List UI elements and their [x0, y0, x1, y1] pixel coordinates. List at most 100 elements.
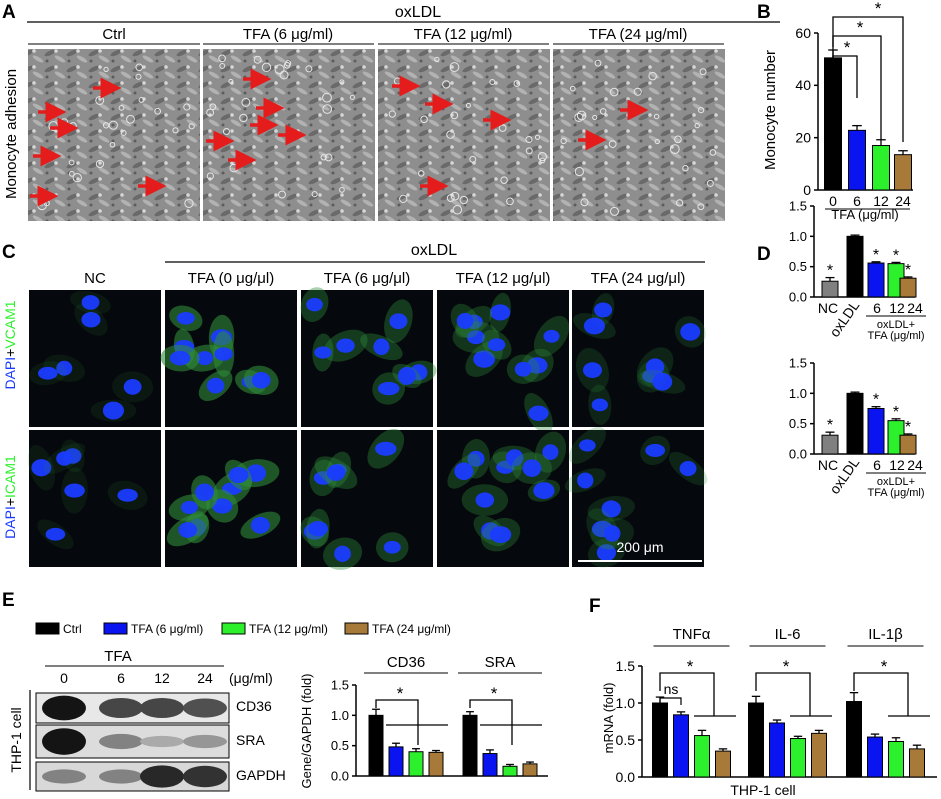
bar	[811, 732, 827, 778]
group-title: IL-1β	[868, 626, 903, 643]
adherent-monocyte	[206, 172, 214, 180]
significance-star: *	[827, 263, 833, 280]
nucleus-stain	[543, 329, 560, 343]
nucleus-stain	[250, 516, 270, 534]
adherent-monocyte	[609, 206, 620, 216]
adherent-monocyte	[489, 78, 496, 85]
western-blot	[35, 692, 230, 792]
adherent-monocyte	[599, 108, 607, 115]
nucleus-stain	[454, 462, 474, 481]
significance-star: *	[844, 38, 851, 57]
adherent-monocyte	[654, 138, 660, 145]
nucleus-stain	[31, 459, 52, 477]
adherent-monocyte	[388, 110, 396, 118]
adherent-monocyte	[694, 122, 700, 129]
nucleus-stain	[377, 381, 400, 396]
adherent-monocyte	[682, 165, 689, 172]
blot-row-label: SRA	[236, 732, 265, 748]
group-label: oxLDL+	[877, 319, 915, 331]
adherent-monocyte	[608, 140, 617, 148]
panel-c-row-label-icam1: DAPI+ICAM1	[2, 455, 18, 539]
significance-star: *	[687, 657, 694, 676]
y-tick-label: 40	[795, 77, 811, 93]
bar	[872, 145, 890, 191]
fluorescence-image	[29, 430, 161, 567]
blot-lane-label: 0	[60, 670, 68, 686]
bar	[715, 750, 731, 778]
nucleus-stain	[528, 405, 549, 421]
y-tick-label: 0.5	[789, 416, 807, 431]
y-tick-label: 0.5	[789, 259, 807, 274]
adherent-monocyte	[135, 73, 142, 80]
blot-band	[183, 698, 227, 718]
group-title: SRA	[485, 654, 516, 671]
bar	[522, 763, 538, 777]
adherent-monocyte	[305, 65, 313, 73]
panel-a-col-label: TFA (6 μg/ml)	[243, 26, 333, 43]
significance-star: *	[783, 657, 790, 676]
panel-a-micrographs	[28, 49, 725, 221]
y-tick-label: 0.0	[331, 769, 349, 784]
significance-star: *	[905, 419, 911, 436]
adherent-monocyte	[698, 106, 705, 114]
y-tick-label: 1.5	[331, 678, 349, 693]
legend-label: TFA (24 μg/ml)	[372, 622, 451, 636]
blot-band	[99, 769, 143, 784]
blot-band	[99, 697, 143, 719]
bar	[899, 434, 917, 455]
nucleus-stain	[473, 350, 496, 368]
panel-c-header: oxLDL	[411, 242, 457, 259]
adherent-monocyte	[674, 135, 682, 144]
adherent-monocyte	[138, 97, 145, 103]
bar	[428, 751, 444, 777]
significance-star: *	[893, 247, 899, 264]
bar	[867, 262, 885, 298]
significance-bracket	[469, 699, 513, 745]
nucleus-stain	[577, 472, 594, 489]
nucleus-stain	[680, 323, 701, 341]
nucleus-stain	[251, 372, 271, 389]
significance-star: *	[905, 262, 911, 279]
group-title: IL-6	[775, 626, 801, 643]
nucleus-stain	[56, 360, 73, 376]
bar	[821, 280, 839, 298]
significance-bracket	[832, 16, 904, 142]
legend-swatch	[344, 622, 369, 635]
bar	[368, 714, 384, 777]
nucleus-stain	[456, 312, 474, 329]
bar	[748, 702, 764, 778]
nucleus-stain	[397, 366, 416, 385]
x-tick-label: 24	[907, 300, 923, 316]
nucleus-stain	[196, 351, 214, 366]
adherent-monocyte	[469, 155, 477, 163]
x-tick-label: 6	[853, 193, 861, 209]
x-tick-label: 12	[889, 457, 905, 473]
panel-e-chart: 0.0 0.5 1.0 1.5 CD36 * SRA *	[331, 654, 548, 784]
adherent-monocyte	[513, 80, 521, 87]
adherent-monocyte	[706, 179, 714, 187]
bar	[888, 740, 904, 778]
x-tick-label: 24	[895, 193, 911, 209]
x-tick-label: 0	[829, 193, 837, 209]
blot-band	[99, 733, 143, 750]
y-tick-label: 1.0	[789, 229, 807, 244]
adherent-monocyte	[534, 134, 541, 140]
adherent-monocyte	[539, 157, 546, 164]
adherent-monocyte	[95, 96, 105, 105]
panel-c-col-label: TFA (0 μg/μl)	[188, 270, 274, 287]
adherent-monocyte	[278, 190, 286, 199]
panel-b-letter: B	[757, 2, 771, 23]
significance-star: *	[397, 684, 404, 703]
bar	[909, 748, 925, 778]
nucleus-stain	[38, 366, 58, 380]
blot-band	[42, 695, 86, 721]
nucleus-stain	[522, 459, 542, 477]
nucleus-stain	[306, 297, 323, 312]
x-tick-label: 12	[873, 193, 889, 209]
x-tick-label: 12	[889, 300, 905, 316]
adherent-monocyte	[500, 176, 508, 184]
adherent-monocyte	[669, 144, 680, 155]
blot-row-label: CD36	[236, 698, 272, 714]
adherent-monocyte	[241, 97, 251, 107]
